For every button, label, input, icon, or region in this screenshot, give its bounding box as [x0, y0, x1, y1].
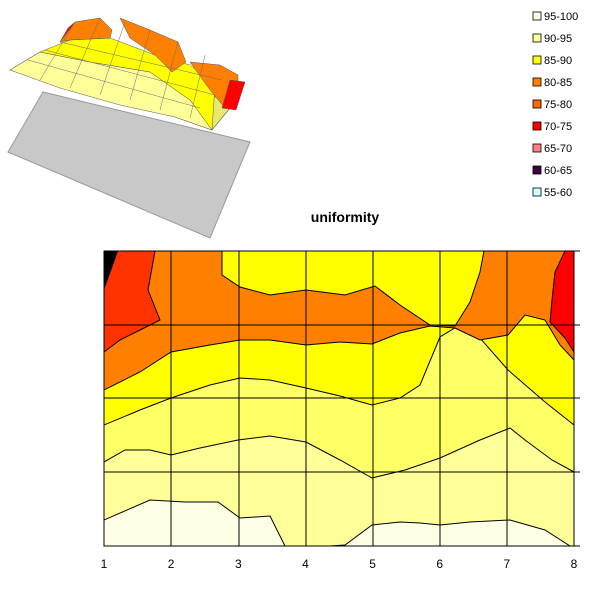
- band-75-80-right: [549, 251, 574, 353]
- x-tick-label: 6: [436, 557, 443, 571]
- x-tick-label: 1: [101, 557, 108, 571]
- legend: 95-100 90-95 85-90 80-85 75-80 70-75 65-70 60-6…: [532, 11, 578, 199]
- surface-band-orange-mid: [119, 17, 187, 73]
- legend-label: 85-90: [544, 55, 572, 67]
- legend-label: 65-70: [544, 143, 572, 155]
- x-tick-label: 5: [369, 557, 376, 571]
- band-60-65: [104, 251, 118, 290]
- legend-swatch: [532, 77, 542, 87]
- legend-label: 90-95: [544, 33, 572, 45]
- x-tick-label: 2: [168, 557, 175, 571]
- legend-swatch: [532, 143, 542, 153]
- x-tick-label: 8: [571, 557, 578, 571]
- legend-swatch: [532, 165, 542, 175]
- x-axis: 1 2 3 4 5 6 7 8: [101, 557, 578, 571]
- surface-base-plane: [7, 91, 251, 239]
- legend-swatch: [532, 99, 542, 109]
- legend-swatch: [532, 121, 542, 131]
- grid-lines: [103, 250, 575, 547]
- x-tick-label: 3: [235, 557, 242, 571]
- x-tick-label: 4: [302, 557, 309, 571]
- band-80-85: [104, 251, 574, 391]
- legend-swatch: [532, 55, 542, 65]
- legend-label: 70-75: [544, 121, 572, 133]
- legend-label: 80-85: [544, 77, 572, 89]
- legend-swatch: [532, 11, 542, 21]
- legend-label: 60-65: [544, 165, 572, 177]
- surface-band-red-right: [221, 79, 246, 111]
- chart-title: uniformity: [311, 209, 380, 225]
- legend-swatch: [532, 33, 542, 43]
- surface-plot: [7, 17, 251, 239]
- legend-label: 95-100: [544, 11, 578, 23]
- surface-band-red-left: [59, 21, 76, 43]
- legend-label: 55-60: [544, 187, 572, 199]
- right-ticks: [574, 250, 580, 547]
- legend-label: 75-80: [544, 99, 572, 111]
- surface-wireframe: [27, 17, 223, 119]
- legend-swatch: [532, 187, 542, 197]
- x-tick-label: 7: [504, 557, 511, 571]
